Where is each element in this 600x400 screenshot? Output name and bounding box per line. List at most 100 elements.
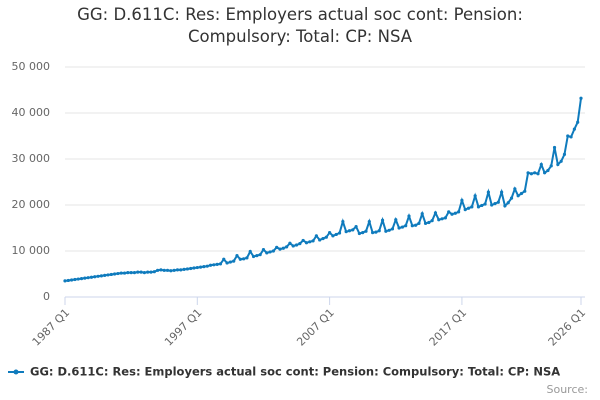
y-tick-label: 0 [43,290,50,303]
point [533,171,537,175]
point [152,270,156,274]
point [238,257,242,261]
point [354,225,358,229]
point [331,234,335,238]
point [119,271,123,275]
point [175,268,180,272]
point [205,264,209,268]
point [99,274,103,278]
point [258,253,262,257]
point [562,152,567,156]
point [261,248,266,252]
point [437,218,441,222]
point [116,271,120,276]
point [235,254,239,258]
point [460,198,464,202]
point [199,265,203,269]
point [83,276,87,280]
point [463,208,467,212]
point [523,189,527,193]
point [242,257,246,261]
point [377,229,381,233]
point [443,216,447,220]
point [132,271,137,275]
point [169,269,173,273]
point [215,262,219,266]
point [506,201,510,205]
point [380,218,385,222]
point [285,245,289,249]
point [304,241,309,245]
point [222,257,226,261]
point [476,205,481,209]
point [509,196,514,200]
y-tick-label: 50 000 [12,60,51,73]
point [291,244,295,248]
point [334,232,338,237]
point [202,265,206,269]
point [208,263,213,267]
point [195,265,199,270]
point [347,229,352,233]
point [63,279,67,283]
point [288,241,292,245]
point [185,267,189,271]
point [364,229,368,233]
point [387,228,391,232]
point [139,270,143,274]
point [543,171,547,175]
point [248,249,252,254]
point [496,200,500,204]
point [546,168,550,173]
point [493,202,497,206]
point [308,240,312,244]
point [73,277,77,282]
legend-label: GG: D.611C: Res: Employers actual soc co… [30,365,560,379]
point [318,238,322,242]
point [149,270,153,274]
point [136,270,140,274]
point [76,277,80,281]
point [427,220,431,225]
point [89,275,94,279]
point [539,162,543,167]
point [466,206,471,210]
point [519,191,524,196]
point [397,226,401,230]
point [301,238,305,243]
chart-title: GG: D.611C: Res: Employers actual soc co… [77,5,523,46]
point [407,214,411,218]
point [483,202,487,206]
point [457,210,461,214]
point [179,268,183,272]
point [579,96,583,100]
point [165,268,170,272]
point [417,221,421,225]
point [268,250,272,254]
point [433,211,438,215]
point [281,246,285,250]
point [423,221,428,225]
point [480,203,484,208]
point [572,127,576,131]
point [271,249,275,253]
point [294,243,299,247]
point [314,234,318,238]
point [278,247,282,251]
point [192,266,196,270]
point [328,231,332,235]
point [453,211,457,215]
y-tick-label: 40 000 [12,106,51,119]
point [159,268,163,272]
point [228,260,232,264]
y-tick-label: 30 000 [12,152,51,165]
point [357,231,361,236]
point [536,172,540,176]
point [361,231,365,235]
point [182,267,186,271]
point [430,219,434,223]
point [126,271,130,275]
point [337,231,342,235]
